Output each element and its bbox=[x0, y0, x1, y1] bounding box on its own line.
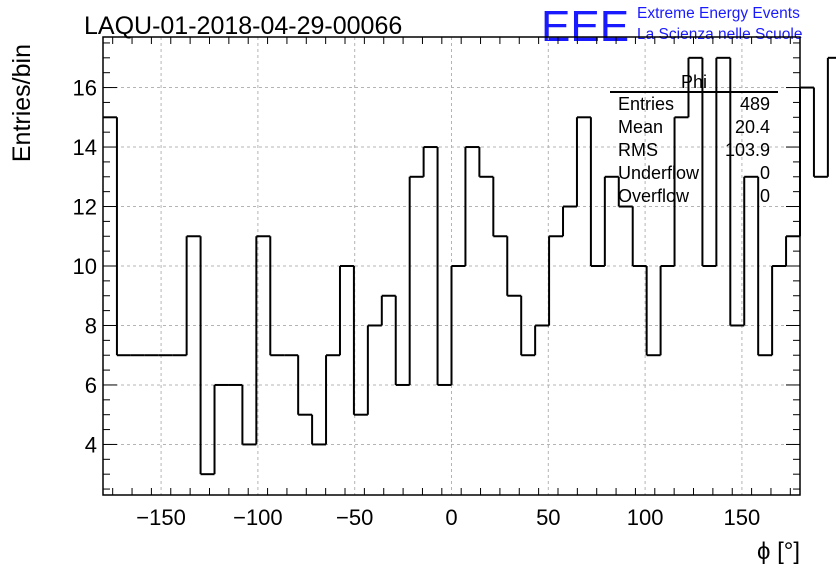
y-tick-label: 6 bbox=[85, 373, 97, 398]
stats-label: Overflow bbox=[618, 186, 690, 206]
y-tick-label: 14 bbox=[73, 135, 97, 160]
x-tick-labels: −150 −100 −50 0 50 100 150 bbox=[136, 505, 760, 530]
x-tick-label: −150 bbox=[136, 505, 186, 530]
eee-logo: EEE bbox=[541, 2, 629, 51]
stats-label: Mean bbox=[618, 117, 663, 137]
y-tick-label: 8 bbox=[85, 313, 97, 338]
x-tick-label: −100 bbox=[233, 505, 283, 530]
stats-label: Entries bbox=[618, 94, 674, 114]
x-tick-label: 150 bbox=[724, 505, 761, 530]
y-axis-title: Entries/bin bbox=[8, 44, 36, 162]
x-tick-label: 0 bbox=[445, 505, 457, 530]
y-tick-label: 4 bbox=[85, 432, 97, 457]
stats-row: Entries 489 bbox=[618, 94, 770, 114]
run-title: LAQU-01-2018-04-29-00066 bbox=[84, 12, 402, 40]
y-tick-labels: 4 6 8 10 12 14 16 bbox=[73, 76, 97, 458]
stats-value: 489 bbox=[740, 94, 770, 114]
y-tick-label: 10 bbox=[73, 254, 97, 279]
histogram-series bbox=[103, 56, 836, 476]
stats-row: Underflow 0 bbox=[618, 163, 770, 183]
org-subtitle: La Scienza nelle Scuole bbox=[637, 26, 802, 43]
stats-row: Overflow 0 bbox=[618, 186, 770, 206]
stats-label: RMS bbox=[618, 140, 658, 160]
stats-label: Underflow bbox=[618, 163, 700, 183]
x-axis-title: ϕ [°] bbox=[757, 538, 800, 565]
stats-title: Phi bbox=[681, 72, 707, 92]
stats-value: 0 bbox=[760, 163, 770, 183]
y-tick-label: 16 bbox=[73, 76, 97, 101]
org-name: Extreme Energy Events bbox=[637, 5, 800, 22]
stats-row: RMS 103.9 bbox=[618, 140, 770, 160]
stats-value: 20.4 bbox=[735, 117, 770, 137]
axis-ticks bbox=[103, 37, 800, 495]
x-tick-label: −50 bbox=[336, 505, 373, 530]
x-tick-label: 100 bbox=[627, 505, 664, 530]
x-tick-label: 50 bbox=[536, 505, 560, 530]
stats-value: 103.9 bbox=[725, 140, 770, 160]
stats-box: Phi Entries 489 Mean 20.4 RMS 103.9 Unde… bbox=[610, 72, 778, 206]
stats-value: 0 bbox=[760, 186, 770, 206]
y-tick-label: 12 bbox=[73, 195, 97, 220]
stats-row: Mean 20.4 bbox=[618, 117, 770, 137]
